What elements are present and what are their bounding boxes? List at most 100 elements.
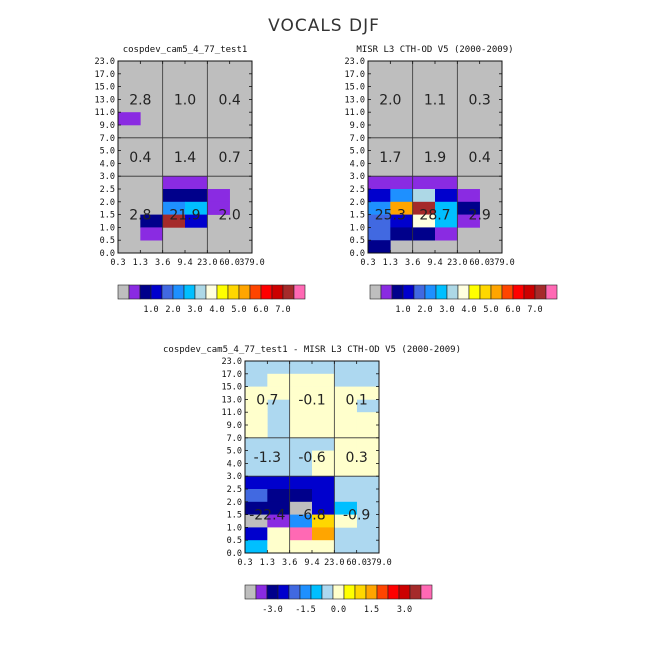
region-total-label: 0.7 (256, 392, 278, 408)
heatmap-cell (312, 386, 335, 400)
colorbar: 1.0 2.0 3.0 4.0 5.0 6.0 7.0 (369, 284, 558, 315)
region-total-label: -0.6 (298, 450, 325, 466)
colorbar-swatch (387, 584, 400, 600)
heatmap-cell (312, 476, 335, 490)
colorbar: 1.0 2.0 3.0 4.0 5.0 6.0 7.0 (117, 284, 306, 315)
heatmap-cell (289, 501, 313, 515)
x-tick-label: 0.3 (237, 558, 252, 568)
colorbar-swatch (216, 284, 229, 300)
heatmap-cell (334, 412, 357, 426)
colorbar-label: 1.5 (364, 605, 379, 615)
figure-title: VOCALS DJF (268, 16, 380, 36)
colorbar-swatch (310, 584, 323, 600)
heatmap-cell (267, 527, 290, 541)
heatmap-cell (435, 201, 458, 215)
heatmap-cell (185, 189, 208, 203)
colorbar-swatch (365, 584, 378, 600)
heatmap-cell (140, 227, 163, 241)
colorbar-swatch (183, 284, 196, 300)
heatmap-cell (267, 373, 290, 387)
colorbar-swatch (282, 284, 295, 300)
colorbar-swatch (332, 584, 345, 600)
colorbar-swatch (161, 284, 174, 300)
heatmap-cell (457, 201, 480, 215)
heatmap-cell (289, 476, 313, 490)
colorbar-swatch (369, 284, 382, 300)
y-tick-label: 5.0 (100, 147, 115, 157)
y-tick-label: 7.0 (227, 434, 242, 444)
x-tick-label: 379.0 (239, 258, 265, 268)
heatmap-cell (267, 489, 290, 503)
y-tick-label: 1.0 (227, 523, 242, 533)
y-tick-label: 13.0 (222, 395, 242, 405)
y-tick-label: 5.0 (227, 447, 242, 457)
heatmap-cell (185, 176, 208, 190)
heatmap-cell (289, 527, 313, 541)
x-tick-label: 3.6 (405, 258, 420, 268)
colorbar-swatch (545, 284, 558, 300)
x-tick-label: 379.0 (489, 258, 515, 268)
heatmap-cell (334, 501, 357, 515)
x-tick-label: 3.6 (282, 558, 297, 568)
colorbar-swatch (534, 284, 547, 300)
colorbar-swatch (468, 284, 481, 300)
colorbar-swatch (117, 284, 130, 300)
y-tick-label: 4.0 (227, 459, 242, 469)
heatmap-cell (245, 514, 268, 528)
region-total-label: 1.4 (174, 150, 196, 166)
colorbar-swatch (139, 284, 152, 300)
colorbar-label: 7.0 (275, 305, 290, 315)
colorbar-swatch (288, 584, 301, 600)
heatmap-cell (267, 501, 290, 515)
heatmap-cell (356, 437, 380, 451)
heatmap-cell (312, 501, 335, 515)
colorbar-swatch (380, 284, 393, 300)
region-total-label: 1.1 (424, 92, 446, 108)
colorbar-swatch (479, 284, 492, 300)
y-tick-label: 11.0 (345, 108, 365, 118)
y-tick-label: 3.0 (350, 172, 365, 182)
heatmap-cell (245, 425, 268, 439)
heatmap-cell (390, 227, 413, 241)
x-tick-label: 0.3 (110, 258, 125, 268)
colorbar-swatch (227, 284, 240, 300)
y-tick-label: 0.5 (227, 536, 242, 546)
x-tick-label: 9.4 (177, 258, 192, 268)
heatmap-cell (289, 386, 313, 400)
heatmap-cell (334, 399, 357, 413)
region-total-label: -0.9 (343, 508, 370, 524)
heatmap-cell (390, 189, 413, 203)
heatmap-cell (312, 463, 335, 477)
y-tick-label: 17.0 (95, 70, 115, 80)
y-tick-label: 2.5 (100, 185, 115, 195)
heatmap-cell (267, 386, 290, 400)
y-tick-label: 4.0 (100, 159, 115, 169)
heatmap-cell (356, 386, 380, 400)
colorbar-swatch (391, 284, 404, 300)
panel-title: cospdev_cam5_4_77_test1 (123, 45, 248, 55)
heatmap-cell (267, 476, 290, 490)
y-tick-label: 3.0 (227, 472, 242, 482)
heatmap-cell (162, 201, 186, 215)
colorbar-label: 3.0 (187, 305, 202, 315)
region-total-label: 1.7 (379, 150, 401, 166)
heatmap-cell (390, 176, 413, 190)
heatmap-cell (334, 514, 357, 528)
heatmap-cell (457, 214, 480, 228)
colorbar-swatch (512, 284, 525, 300)
colorbar-swatch (523, 284, 536, 300)
region-total-label: 1.9 (424, 150, 446, 166)
heatmap-cell (289, 489, 313, 503)
heatmap-cell (334, 437, 357, 451)
colorbar-swatch (398, 584, 411, 600)
region-total-label: 2.9 (469, 208, 491, 224)
colorbar-swatch (435, 284, 448, 300)
heatmap-cell (312, 540, 335, 554)
heatmap-cell (118, 112, 141, 126)
y-tick-label: 0.0 (350, 249, 365, 259)
colorbar-swatch (457, 284, 470, 300)
region-total-label: -1.3 (254, 450, 281, 466)
colorbar-label: 5.0 (231, 305, 246, 315)
heatmap-cell (368, 176, 391, 190)
